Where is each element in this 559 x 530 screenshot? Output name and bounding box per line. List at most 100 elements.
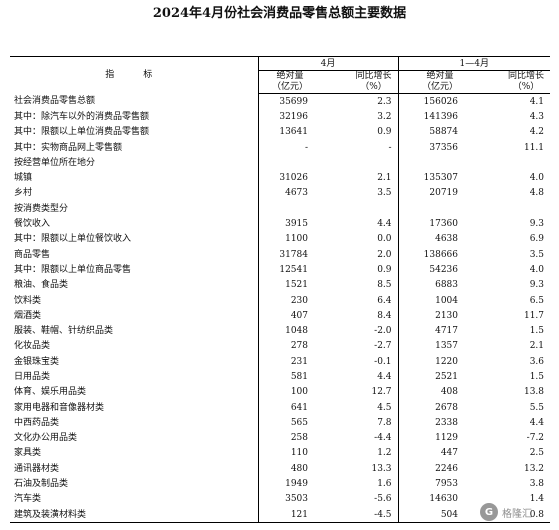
ytd-yoy-cell: 4.3: [529, 111, 545, 122]
ytd-absolute-cell: 58874: [397, 124, 465, 140]
table-row: 饮料类 230 6.4 1004 6.5: [10, 292, 550, 309]
ytd-yoy-cell: 1.5: [529, 371, 545, 382]
row-name: 饮料类: [14, 295, 42, 306]
yoy-label: 同比增长: [355, 71, 392, 81]
ytd-yoy-cell: 5.5: [529, 402, 545, 413]
ytd-yoy-cell: 2.1: [529, 341, 545, 352]
ytd-yoy-cell: 9.3: [529, 219, 545, 230]
table-row: 其中：除汽车以外的消费品零售额 32196 3.2 141396 4.3: [10, 109, 550, 125]
table-row: 乡村 4673 3.5 20719 4.8: [10, 185, 550, 202]
april-absolute-cell: 32196: [257, 109, 314, 125]
ytd-yoy-cell: 4.2: [529, 127, 545, 138]
ytd-absolute-cell: 14630: [397, 491, 465, 508]
april-absolute-cell: 3503: [257, 491, 314, 508]
april-absolute-cell: 13641: [257, 124, 314, 140]
april-yoy-cell: -5.6: [374, 494, 392, 505]
april-absolute-cell: 35699: [257, 93, 314, 110]
april-yoy-cell: 0.0: [377, 234, 392, 245]
ytd-absolute-cell: 447: [397, 445, 465, 462]
april-absolute-header: 绝对量 （亿元）: [257, 70, 314, 94]
ytd-yoy-cell: 4.1: [529, 96, 545, 107]
april-yoy-cell: 6.4: [377, 295, 392, 306]
april-yoy-cell: 3.2: [377, 111, 392, 122]
ytd-absolute-cell: 7953: [397, 476, 465, 492]
row-name: 城镇: [14, 173, 33, 184]
ytd-absolute-cell: 408: [397, 384, 465, 400]
april-absolute-cell: 31026: [257, 170, 314, 186]
ytd-yoy-cell: [464, 201, 550, 216]
ytd-absolute-cell: 1357: [397, 338, 465, 355]
april-yoy-cell: 7.8: [377, 417, 392, 428]
ytd-yoy-cell: 2.5: [529, 448, 545, 459]
row-name: 烟酒类: [14, 310, 42, 321]
april-absolute-cell: 258: [257, 430, 314, 446]
april-yoy-cell: 3.5: [377, 188, 392, 199]
ytd-absolute-cell: 17360: [397, 216, 465, 232]
row-name: 其中：实物商品网上零售额: [14, 142, 123, 153]
april-yoy-cell: 8.4: [377, 310, 392, 321]
ytd-yoy-cell: [464, 155, 550, 170]
ytd-absolute-cell: 135307: [397, 170, 465, 186]
row-name: 其中：限额以上单位消费品零售额: [14, 127, 150, 138]
table-row: 通讯器材类 480 13.3 2246 13.2: [10, 461, 550, 477]
ytd-absolute-cell: 138666: [397, 246, 465, 263]
april-absolute-cell: 110: [257, 445, 314, 462]
row-name: 汽车类: [14, 494, 42, 505]
ytd-absolute-cell: 504: [397, 507, 465, 524]
april-group-header: 4月: [257, 56, 399, 71]
row-name: 服装、鞋帽、针纺织品类: [14, 326, 114, 337]
april-yoy-cell: -: [388, 142, 392, 153]
april-absolute-cell: 1521: [257, 277, 314, 293]
ytd-absolute-cell: 1004: [397, 292, 465, 309]
table-row: 其中：限额以上单位消费品零售额 13641 0.9 58874 4.2: [10, 124, 550, 140]
ytd-yoy-cell: 13.2: [523, 463, 545, 474]
table-row: 服装、鞋帽、针纺织品类 1048 -2.0 4717 1.5: [10, 323, 550, 339]
april-yoy-cell: [314, 155, 398, 170]
ytd-absolute-cell: 156026: [397, 93, 465, 110]
table-row: 其中：实物商品网上零售额 - -37356 11.1: [10, 139, 550, 156]
april-absolute-cell: 230: [257, 292, 314, 309]
row-name: 其中：限额以上单位餐饮收入: [14, 234, 132, 245]
april-yoy-cell: 12.7: [371, 387, 392, 398]
ytd-absolute-cell: 4638: [397, 231, 465, 247]
ytd-yoy-header: 同比增长 （%）: [464, 70, 551, 94]
april-absolute-cell: 581: [257, 369, 314, 385]
april-absolute-cell: 1100: [257, 231, 314, 247]
table-row: 体育、娱乐用品类 100 12.7 408 13.8: [10, 384, 550, 400]
april-yoy-cell: 0.9: [377, 264, 392, 275]
table-header: 指 标 4月 1—4月 绝对量 （亿元） 同比增长 （%） 绝对量 （亿元） 同比增长…: [10, 56, 551, 94]
april-yoy-cell: -2.0: [374, 326, 392, 337]
april-yoy-header: 同比增长 （%）: [314, 70, 399, 94]
april-absolute-cell: 278: [257, 338, 314, 355]
row-name: 金银珠宝类: [14, 356, 60, 367]
ytd-absolute-cell: 2246: [397, 461, 465, 477]
absolute-label: 绝对量: [426, 71, 454, 81]
april-absolute-cell: 100: [257, 384, 314, 400]
april-absolute-cell: 4673: [257, 185, 314, 202]
april-yoy-cell: 4.4: [377, 219, 392, 230]
ytd-yoy-cell: 6.5: [529, 295, 545, 306]
ytd-yoy-cell: 6.9: [529, 234, 545, 245]
watermark-glyph: G: [480, 503, 498, 521]
indicator-header: 指 标: [105, 70, 163, 81]
april-yoy-cell: 8.5: [377, 280, 392, 291]
row-name: 按经营单位所在地分: [14, 157, 96, 168]
april-yoy-cell: 2.0: [377, 249, 392, 260]
row-name: 通讯器材类: [14, 463, 60, 474]
april-absolute-cell: [257, 201, 314, 217]
table-row: 餐饮收入 3915 4.4 17360 9.3: [10, 216, 550, 232]
ytd-yoy-cell: 4.4: [529, 417, 545, 428]
ytd-yoy-cell: 3.8: [529, 479, 545, 490]
april-yoy-cell: 13.3: [371, 463, 392, 474]
ytd-absolute-cell: 54236: [397, 262, 465, 278]
row-name: 中西药品类: [14, 417, 60, 428]
table-row: 汽车类 3503 -5.6 14630 1.4: [10, 491, 550, 508]
row-name: 粮油、食品类: [14, 280, 69, 291]
absolute-unit: （亿元）: [422, 82, 459, 92]
ytd-yoy-cell: 11.1: [523, 142, 545, 153]
ytd-group-header: 1—4月: [397, 56, 551, 71]
ytd-yoy-cell: 4.8: [529, 188, 545, 199]
row-name: 社会消费品零售总额: [14, 96, 96, 107]
april-absolute-cell: 1949: [257, 476, 314, 492]
april-absolute-cell: 641: [257, 399, 314, 416]
